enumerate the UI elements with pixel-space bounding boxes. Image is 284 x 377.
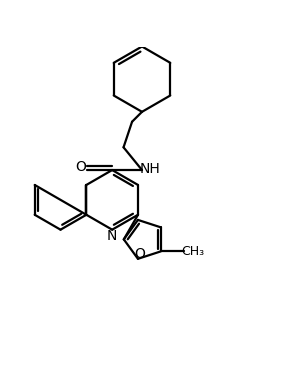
Text: CH₃: CH₃ [181,245,204,258]
Text: O: O [75,160,86,174]
Text: NH: NH [139,162,160,176]
Text: N: N [107,229,117,243]
Text: O: O [134,247,145,261]
